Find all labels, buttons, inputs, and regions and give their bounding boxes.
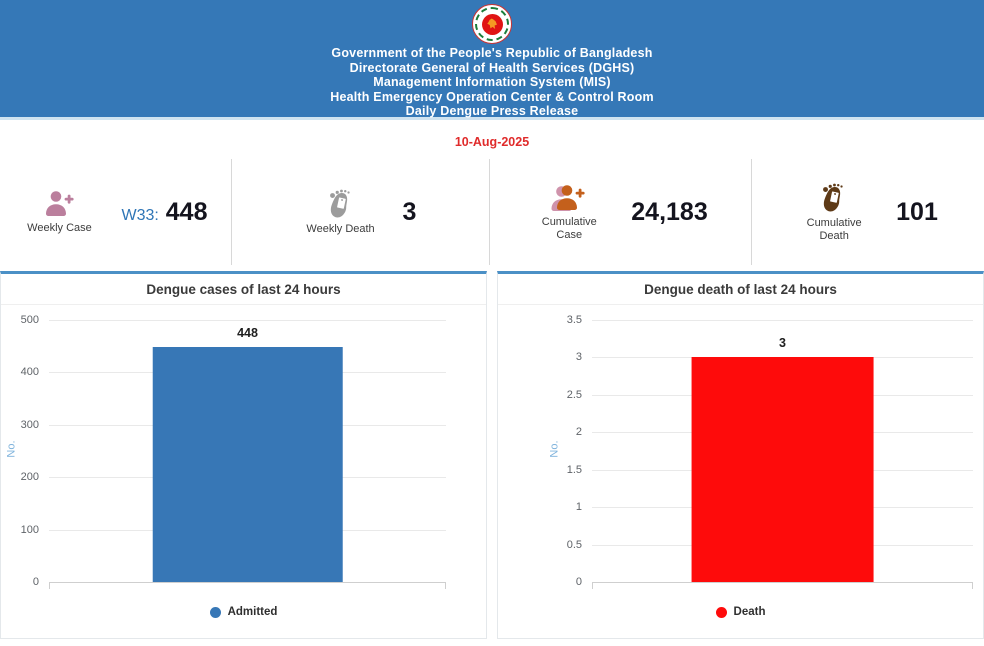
person-add-icon bbox=[46, 191, 75, 217]
stat-cumulative-death: Cumulative Death 101 bbox=[751, 159, 984, 265]
legend-label: Death bbox=[733, 606, 766, 618]
y-tick-label: 1 bbox=[575, 501, 582, 514]
legend-dot bbox=[715, 606, 727, 618]
government-emblem-logo bbox=[472, 4, 512, 44]
gridline bbox=[49, 582, 446, 583]
axis-end-tick bbox=[592, 582, 593, 589]
y-tick-label: 3.5 bbox=[566, 314, 582, 326]
legend-label: Admitted bbox=[227, 606, 278, 618]
y-axis-title: No. bbox=[548, 440, 561, 458]
chart-legend: Death bbox=[498, 606, 983, 618]
bar-value-label: 448 bbox=[237, 326, 258, 341]
bar-death[interactable] bbox=[691, 357, 874, 582]
summary-stats-row: Weekly Case W33: 448 Weekly Death 3 bbox=[0, 159, 984, 265]
stat-value: W33: 448 bbox=[121, 198, 207, 227]
stat-weekly-case: Weekly Case W33: 448 bbox=[0, 159, 231, 265]
chart-legend: Admitted bbox=[1, 606, 486, 618]
person-add-double-icon bbox=[551, 185, 585, 211]
report-date: 10-Aug-2025 bbox=[454, 135, 530, 149]
axis-end-tick bbox=[49, 582, 50, 589]
y-tick-label: 500 bbox=[20, 314, 39, 326]
stat-label: Cumulative Death bbox=[806, 217, 862, 242]
y-tick-label: 1.5 bbox=[566, 463, 582, 476]
page-header: Government of the People's Republic of B… bbox=[0, 0, 984, 120]
stat-weekly-death: Weekly Death 3 bbox=[231, 159, 489, 265]
stat-label: Cumulative Case bbox=[541, 216, 597, 241]
bar-value-label: 3 bbox=[779, 336, 786, 351]
emblem-ring bbox=[475, 7, 509, 41]
cumulative-case-count: 24,183 bbox=[631, 197, 708, 226]
foot-tag-icon bbox=[329, 189, 350, 218]
gridline bbox=[592, 582, 973, 583]
y-tick-label: 3 bbox=[575, 351, 582, 364]
legend-dot bbox=[209, 606, 221, 618]
emblem-red-circle bbox=[481, 13, 503, 35]
gridline bbox=[49, 320, 446, 321]
legend-item-death[interactable]: Death bbox=[715, 606, 766, 618]
header-line-press-release: Daily Dengue Press Release bbox=[405, 104, 579, 119]
gridline bbox=[592, 320, 973, 321]
axis-end-tick bbox=[972, 582, 973, 589]
foot-tag-icon bbox=[823, 183, 843, 212]
y-tick-label: 0.5 bbox=[566, 538, 582, 551]
y-tick-label: 0 bbox=[575, 576, 582, 588]
header-line-dghs: Directorate General of Health Services (… bbox=[349, 60, 635, 75]
y-tick-label: 2 bbox=[575, 426, 582, 439]
y-tick-label: 0 bbox=[32, 576, 39, 588]
axis-end-tick bbox=[445, 582, 446, 589]
plot-area: No. 500 400 300 200 100 0 448 bbox=[6, 314, 446, 589]
bangladesh-map-shape bbox=[487, 18, 497, 29]
header-line-control-room: Health Emergency Operation Center & Cont… bbox=[330, 89, 654, 104]
y-tick-label: 200 bbox=[20, 471, 39, 484]
stat-label: Weekly Case bbox=[27, 222, 92, 235]
header-line-mis: Management Information System (MIS) bbox=[373, 75, 611, 90]
bar-admitted[interactable] bbox=[152, 347, 343, 582]
y-axis-title: No. bbox=[5, 440, 18, 458]
week-number-prefix: W33: bbox=[121, 206, 159, 224]
weekly-case-count: 448 bbox=[165, 197, 208, 226]
stat-label: Weekly Death bbox=[306, 223, 375, 236]
y-tick-label: 2.5 bbox=[566, 388, 582, 401]
chart-dengue-deaths: Dengue death of last 24 hours No. 3.5 3 2.… bbox=[497, 271, 984, 639]
plot-area: No. 3.5 3 2.5 2 1.5 1 0.5 0 3 bbox=[549, 314, 973, 589]
chart-title: Dengue cases of last 24 hours bbox=[1, 274, 486, 305]
legend-item-admitted[interactable]: Admitted bbox=[209, 606, 278, 618]
y-tick-label: 300 bbox=[20, 418, 39, 431]
charts-row: Dengue cases of last 24 hours No. 500 400… bbox=[0, 271, 984, 639]
y-tick-label: 100 bbox=[20, 523, 39, 536]
stat-cumulative-case: Cumulative Case 24,183 bbox=[489, 159, 751, 265]
chart-title: Dengue death of last 24 hours bbox=[498, 274, 983, 305]
date-row: 10-Aug-2025 bbox=[0, 120, 984, 157]
cumulative-death-count: 101 bbox=[896, 197, 938, 226]
header-line-government: Government of the People's Republic of B… bbox=[331, 46, 653, 60]
y-tick-label: 400 bbox=[20, 366, 39, 379]
chart-dengue-cases: Dengue cases of last 24 hours No. 500 400… bbox=[0, 271, 487, 639]
weekly-death-count: 3 bbox=[402, 197, 417, 226]
